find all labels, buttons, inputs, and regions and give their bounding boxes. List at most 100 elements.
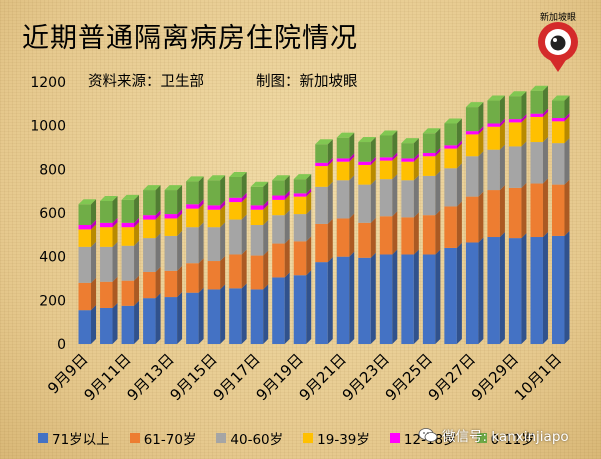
bar-segment — [336, 153, 355, 162]
bar-segment — [272, 175, 290, 196]
y-tick-label: 1200 — [30, 75, 66, 91]
bar-segment — [315, 257, 333, 344]
legend-label: 40-60岁 — [230, 432, 284, 448]
legend-swatch — [216, 433, 227, 443]
bar-segment — [250, 204, 269, 226]
bar-segment — [78, 241, 97, 283]
bar-segment — [121, 217, 140, 228]
bar-segment — [336, 132, 355, 159]
bar-segment — [164, 209, 183, 219]
bar-segment — [422, 151, 441, 176]
bar-segment — [186, 203, 204, 228]
bar-segment — [551, 230, 570, 344]
legend-item: 19-39岁 — [303, 428, 370, 448]
bar-segment — [293, 270, 312, 344]
bar-segment — [551, 138, 570, 185]
bar-segment — [530, 137, 548, 184]
bar-segment — [164, 230, 183, 271]
legend-item: 71岁以上 — [38, 428, 110, 448]
bar-segment — [100, 195, 118, 223]
bar-segment — [401, 156, 419, 181]
bar-segment — [143, 293, 161, 344]
bar-segment — [229, 171, 247, 198]
bar-segment — [143, 185, 161, 216]
y-tick-label: 0 — [57, 337, 66, 353]
bar-segment — [422, 147, 441, 157]
bar-segment — [465, 126, 484, 135]
bar-segment — [315, 181, 333, 224]
x-tick-label: 9月15日 — [167, 350, 221, 404]
bar-segment — [315, 157, 333, 167]
bar-segment — [508, 233, 527, 344]
bar-segment — [530, 108, 548, 117]
bar-segment — [379, 174, 398, 217]
bar-segment — [100, 241, 118, 282]
bar-segment — [207, 222, 226, 262]
bar-segment — [379, 130, 398, 158]
bar-segment — [78, 305, 97, 344]
bar-segment — [444, 201, 462, 248]
brand-logo-icon: 新加坡眼 — [538, 11, 578, 72]
bar-segment — [508, 91, 527, 120]
bar-segment — [551, 95, 570, 119]
bar-segment — [229, 214, 247, 255]
bar-segment — [186, 176, 204, 205]
bar-segment — [78, 199, 97, 226]
bar-segment — [508, 141, 527, 188]
legend-item: 61-70岁 — [129, 428, 196, 448]
legend-item: 0-11岁 — [476, 428, 535, 448]
bar-segment — [358, 217, 376, 258]
bar-segment — [272, 190, 290, 200]
bar-segment — [530, 178, 548, 238]
bar-segment — [229, 197, 247, 220]
y-tick-label: 800 — [39, 162, 66, 178]
bar-segment — [250, 200, 269, 210]
x-tick-label: 9月25日 — [382, 350, 436, 404]
chart-title: 近期普通隔离病房住院情况 — [22, 23, 358, 54]
bar-segment — [272, 238, 290, 278]
x-tick-label: 9月27日 — [425, 350, 479, 404]
bar-segment — [78, 277, 97, 311]
bar-segment — [207, 175, 226, 206]
bar-segment — [315, 218, 333, 263]
bar-segment — [207, 284, 226, 344]
bar-segment — [401, 175, 419, 218]
bar-segment — [358, 252, 376, 344]
bar-segment — [250, 284, 269, 344]
bar-segment — [250, 250, 269, 290]
legend-swatch — [38, 433, 48, 443]
legend-label: 71岁以上 — [52, 432, 110, 448]
bar-segment — [487, 185, 505, 238]
bar-segment — [422, 210, 441, 255]
bar-segment — [186, 258, 204, 293]
bar-segment — [551, 179, 570, 236]
bar-segment — [465, 129, 484, 157]
bar-segment — [401, 138, 419, 159]
bar-series — [78, 85, 570, 344]
wechat-icon — [418, 428, 438, 442]
y-tick-label: 600 — [39, 206, 66, 222]
bar-segment — [100, 217, 118, 228]
bar-segment — [207, 204, 226, 228]
bar-segment — [444, 163, 462, 207]
bar-segment — [487, 232, 505, 344]
bar-segment — [444, 118, 462, 146]
bar-segment — [143, 266, 161, 299]
watermark-text: 微信号: kanxinjiapo — [442, 429, 569, 445]
bar-segment — [336, 251, 355, 344]
legend-swatch — [389, 433, 400, 443]
y-tick-label: 200 — [39, 293, 66, 309]
x-tick-label: 9月29日 — [468, 350, 522, 404]
bar-segment — [336, 213, 355, 257]
bar-segment — [358, 179, 376, 223]
bar-segment — [358, 137, 376, 162]
bar-segment — [551, 113, 570, 122]
bar-segment — [186, 199, 204, 209]
bar-segment — [143, 210, 161, 220]
bar-segment — [293, 188, 312, 197]
bar-segment — [508, 117, 527, 147]
bar-segment — [401, 153, 419, 162]
bar-segment — [293, 191, 312, 215]
